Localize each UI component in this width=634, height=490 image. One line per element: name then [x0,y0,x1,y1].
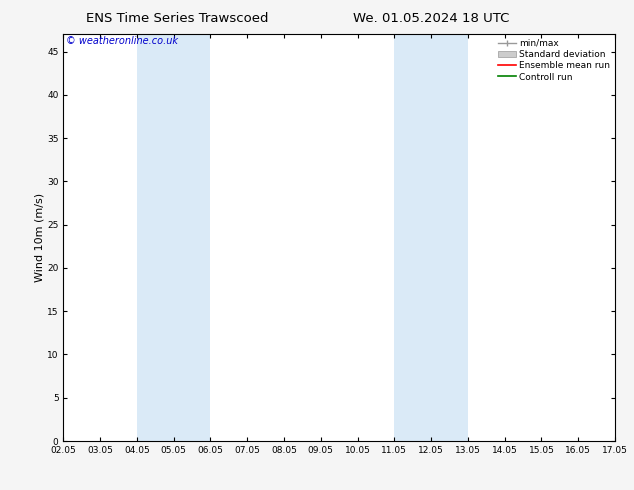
Bar [137,34,210,441]
Text: © weatheronline.co.uk: © weatheronline.co.uk [66,36,178,47]
Bar [394,34,468,441]
Text: ENS Time Series Trawscoed: ENS Time Series Trawscoed [86,12,269,25]
Y-axis label: Wind 10m (m/s): Wind 10m (m/s) [34,193,44,282]
Legend: min/max, Standard deviation, Ensemble mean run, Controll run: min/max, Standard deviation, Ensemble me… [495,36,613,84]
Text: We. 01.05.2024 18 UTC: We. 01.05.2024 18 UTC [353,12,509,25]
